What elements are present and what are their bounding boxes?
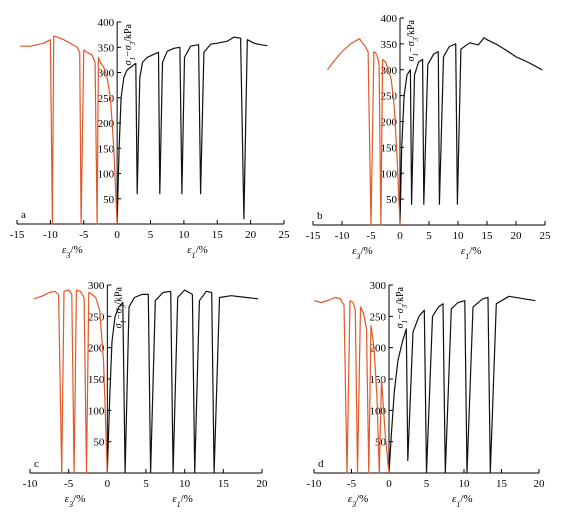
x-tick-label: 5: [148, 229, 154, 241]
x-tick-label: 15: [482, 230, 494, 242]
x-tick-label: 0: [397, 230, 403, 242]
x-tick-label: 5: [143, 478, 149, 490]
x-tick-label: 20: [257, 478, 269, 490]
y-tick-label: 150: [370, 374, 387, 386]
y-tick-label: 250: [88, 311, 105, 323]
x-tick-label: 10: [179, 478, 191, 490]
x-tick-label: 25: [279, 229, 291, 241]
chart-panel-a: -15 -10 -5 0 5 10 15 20 255010015020025030035040…: [10, 17, 290, 260]
chart-panel-c: -10 -5 0 5 10 15 20 50 100 150 200 250 300 c ε3/% ε1/% σ…: [23, 280, 268, 509]
x-tick-label: 5: [424, 478, 430, 490]
axial-strain-series-line: [106, 289, 259, 474]
y-axis-label: σ1−σ3/kPa: [406, 19, 420, 61]
x-axis-label-left: ε3/%: [62, 244, 83, 260]
x-tick-label: -5: [366, 230, 376, 242]
x-tick-label: 20: [534, 478, 546, 490]
y-tick-label: 150: [381, 142, 398, 154]
y-tick-label: 400: [98, 17, 115, 29]
y-tick-label: 150: [98, 143, 115, 155]
x-axis-label-left: ε3/%: [352, 245, 373, 261]
x-tick-label: -10: [43, 229, 58, 241]
y-tick-label: 250: [381, 91, 398, 103]
x-axis-label-right: ε1/%: [461, 245, 482, 261]
radial-strain-series-line: [327, 38, 401, 226]
x-axis-label-left: ε3/%: [65, 493, 86, 509]
y-tick-label: 400: [381, 13, 398, 25]
x-tick-label: -10: [23, 478, 38, 490]
y-tick-label: 200: [381, 117, 398, 129]
x-tick-label: 15: [212, 229, 224, 241]
x-tick-label: 10: [453, 230, 465, 242]
x-tick-label: -15: [306, 230, 321, 242]
panel-label: b: [317, 210, 323, 222]
x-axis-label-left: ε3/%: [348, 493, 369, 509]
axial-strain-series-line: [116, 36, 268, 225]
y-tick-label: 200: [88, 343, 105, 355]
y-tick-label: 250: [370, 311, 387, 323]
x-tick-label: -15: [10, 229, 25, 241]
x-tick-label: 0: [114, 229, 120, 241]
x-tick-label: -5: [347, 478, 357, 490]
radial-strain-series-line: [313, 296, 390, 474]
x-tick-label: -10: [307, 478, 322, 490]
y-tick-label: 200: [370, 343, 387, 355]
x-tick-label: 0: [386, 478, 392, 490]
y-axis-label: σ1−σ3/kPa: [113, 286, 127, 328]
axial-strain-series-line: [399, 37, 543, 226]
x-tick-label: 15: [496, 478, 508, 490]
x-tick-label: 10: [178, 229, 190, 241]
x-tick-label: 10: [459, 478, 471, 490]
y-tick-label: 50: [386, 194, 398, 206]
y-tick-label: 150: [88, 374, 105, 386]
x-tick-label: 15: [218, 478, 230, 490]
radial-strain-series-line: [20, 35, 118, 225]
axial-strain-series-line: [388, 295, 536, 474]
chart-panel-b: -15 -10 -5 0 5 10 15 20 255010015020025030035040…: [306, 13, 551, 261]
y-tick-label: 350: [98, 42, 115, 54]
y-tick-label: 350: [381, 39, 398, 51]
y-tick-label: 100: [88, 405, 105, 417]
x-tick-label: 0: [105, 478, 111, 490]
panel-label: c: [34, 458, 39, 470]
panel-label: d: [318, 458, 324, 470]
y-tick-label: 50: [93, 437, 105, 449]
x-axis-label-right: ε1/%: [187, 244, 208, 260]
x-tick-label: -5: [64, 478, 74, 490]
x-tick-label: -10: [335, 230, 350, 242]
x-axis-label-right: ε1/%: [452, 493, 473, 509]
panel-label: a: [21, 209, 26, 221]
y-tick-label: 100: [98, 169, 115, 181]
y-axis-label: σ1−σ3/kPa: [395, 286, 409, 328]
radial-strain-series-line: [33, 289, 108, 474]
x-tick-label: 20: [245, 229, 257, 241]
y-tick-label: 250: [98, 93, 115, 105]
y-tick-label: 200: [98, 118, 115, 130]
x-tick-label: -5: [79, 229, 89, 241]
y-tick-label: 50: [375, 437, 387, 449]
y-axis-label: σ1−σ3/kPa: [123, 23, 137, 65]
y-tick-label: 100: [381, 168, 398, 180]
y-tick-label: 50: [103, 194, 115, 206]
y-tick-label: 300: [370, 280, 387, 292]
x-tick-label: 20: [511, 230, 523, 242]
x-tick-label: 25: [540, 230, 552, 242]
x-tick-label: 5: [426, 230, 432, 242]
y-tick-label: 300: [88, 280, 105, 292]
x-axis-label-right: ε1/%: [172, 493, 193, 509]
